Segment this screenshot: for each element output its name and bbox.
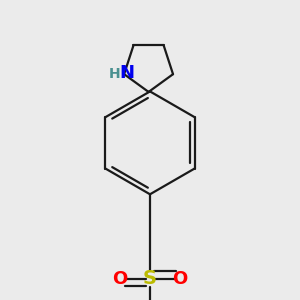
- Text: O: O: [172, 270, 188, 288]
- Text: S: S: [143, 269, 157, 288]
- Text: H: H: [108, 67, 120, 81]
- Text: O: O: [112, 270, 128, 288]
- Text: N: N: [119, 64, 134, 82]
